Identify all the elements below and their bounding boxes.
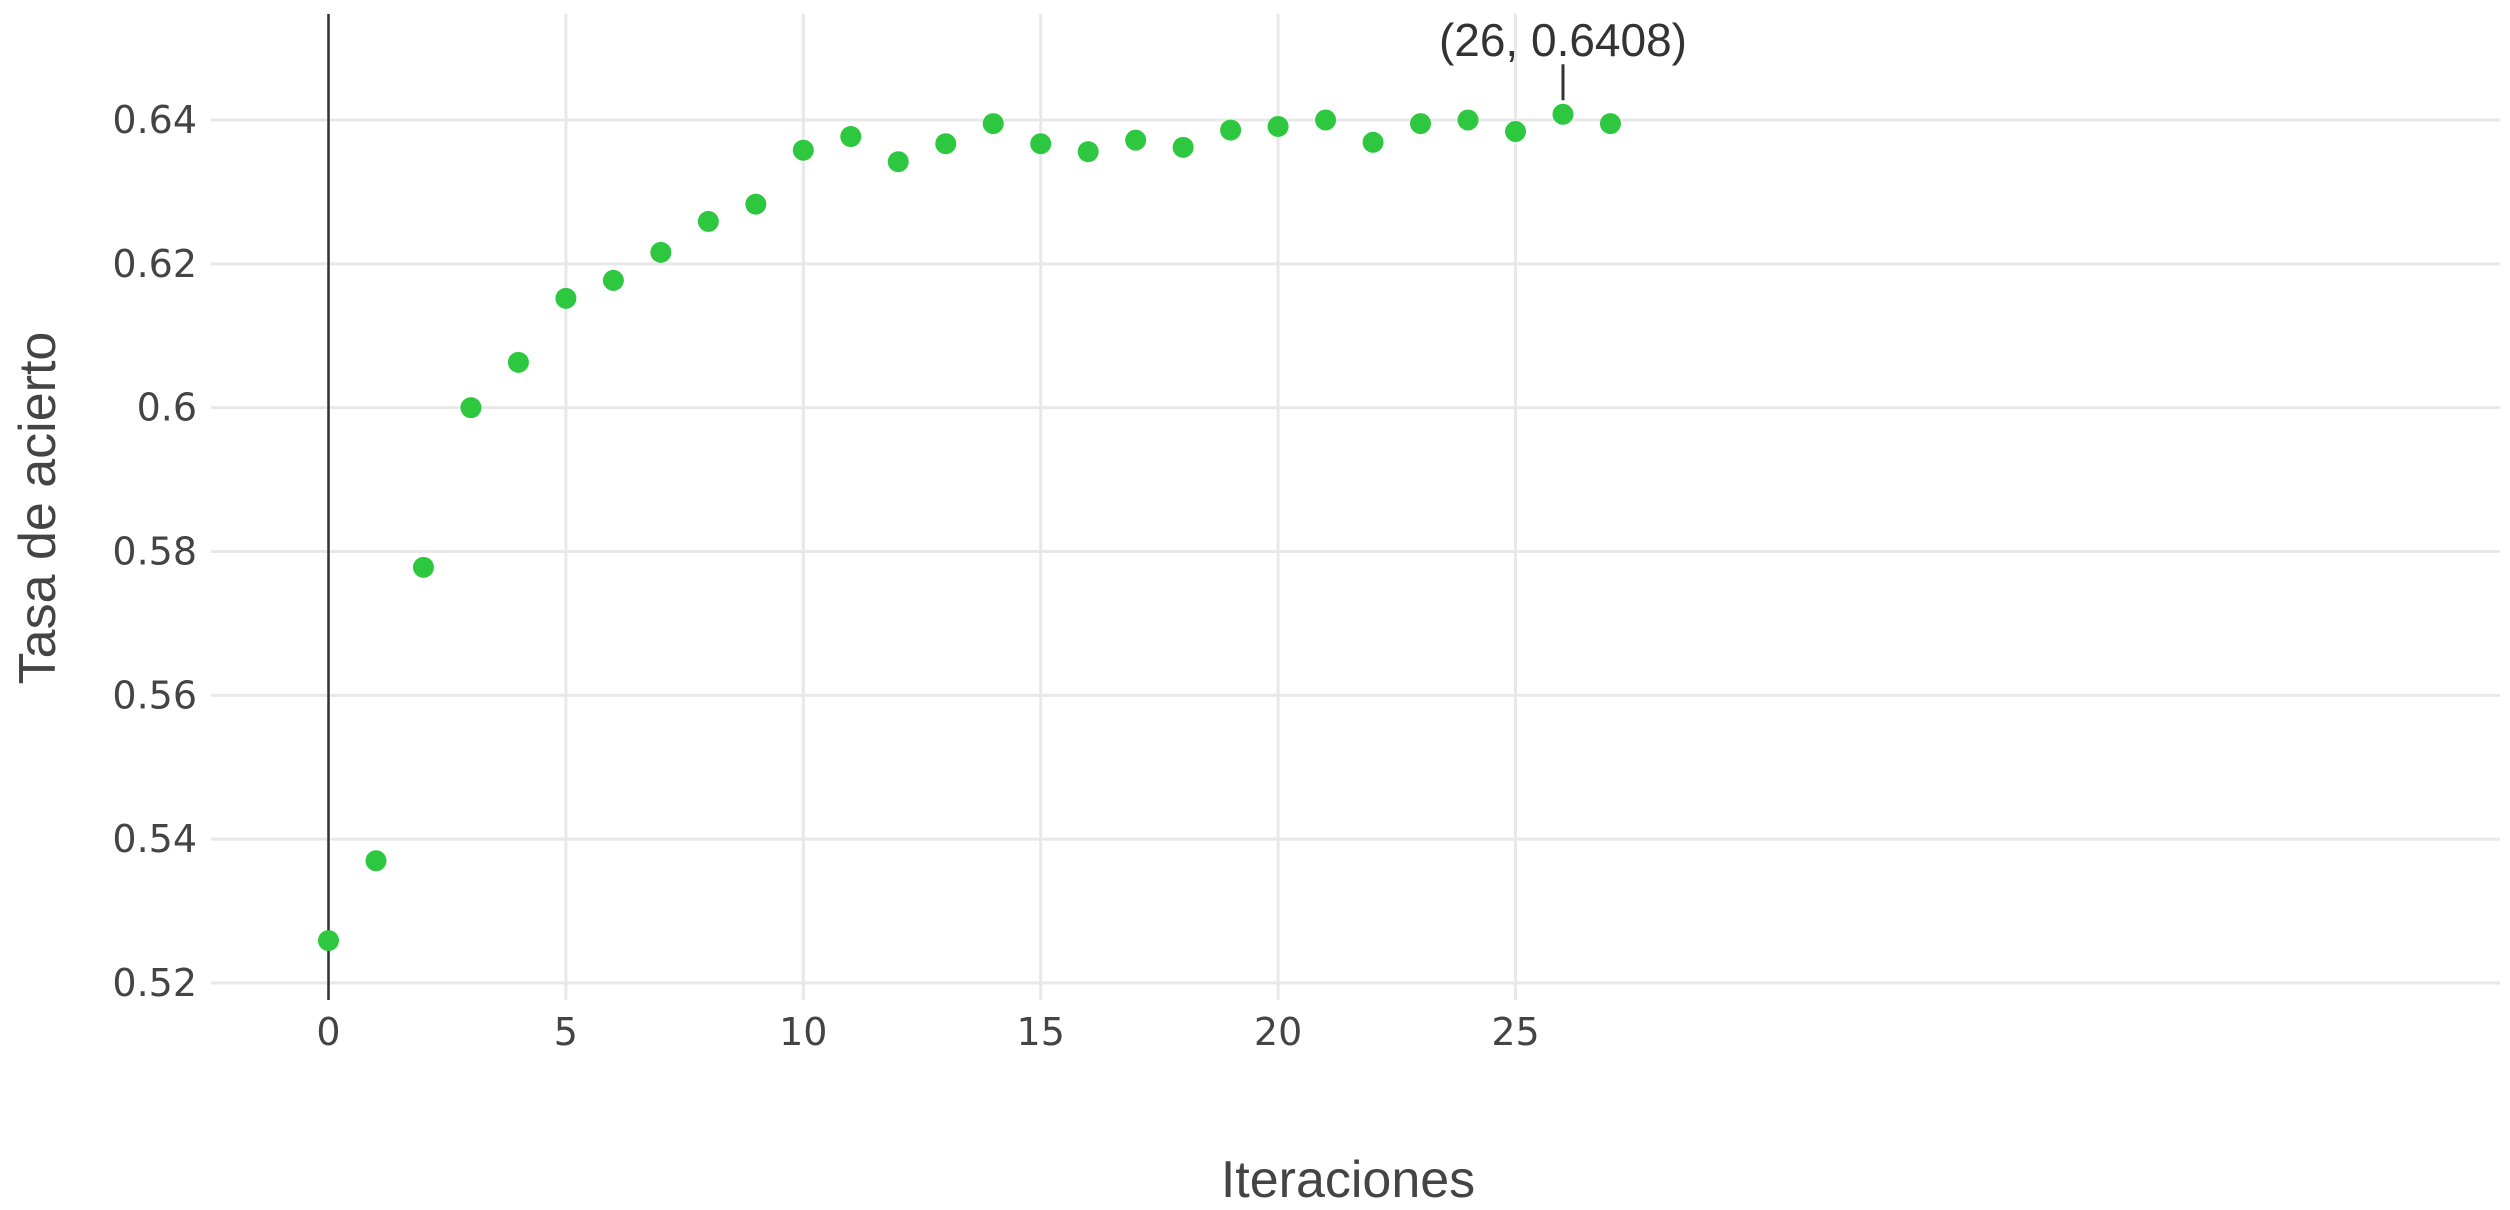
data-point bbox=[1457, 109, 1479, 131]
x-tick-label: 15 bbox=[1017, 1010, 1065, 1054]
data-point bbox=[1030, 133, 1052, 155]
x-tick-label: 20 bbox=[1254, 1010, 1302, 1054]
data-point bbox=[1077, 141, 1099, 163]
data-points bbox=[318, 103, 1621, 952]
data-point bbox=[602, 269, 624, 291]
x-axis-title: Iteraciones bbox=[1221, 1151, 1475, 1209]
y-tick-label: 0.62 bbox=[112, 242, 197, 286]
data-point bbox=[792, 139, 814, 161]
y-tick-label: 0.54 bbox=[112, 817, 197, 861]
data-point bbox=[1220, 119, 1242, 141]
x-tick-label: 0 bbox=[316, 1010, 340, 1054]
y-tick-labels: 0.52 0.54 0.56 0.58 0.6 0.62 0.64 bbox=[112, 98, 197, 1005]
x-tick-label: 10 bbox=[779, 1010, 827, 1054]
y-tick-label: 0.52 bbox=[112, 961, 197, 1005]
x-tick-labels: 0 5 10 15 20 25 bbox=[316, 1010, 1539, 1054]
data-point bbox=[555, 287, 577, 309]
y-tick-label: 0.56 bbox=[112, 673, 197, 717]
data-point bbox=[318, 930, 339, 952]
data-point bbox=[745, 193, 767, 215]
data-point bbox=[650, 241, 672, 263]
annotation: (26, 0.6408) bbox=[1439, 14, 1687, 101]
data-point bbox=[1552, 103, 1574, 125]
y-tick-label: 0.6 bbox=[137, 386, 197, 430]
y-axis-title: Tasa de acierto bbox=[9, 332, 67, 685]
data-point bbox=[697, 210, 719, 232]
annotation-label: (26, 0.6408) bbox=[1439, 14, 1687, 66]
x-tick-label: 5 bbox=[554, 1010, 578, 1054]
data-point bbox=[1505, 121, 1526, 143]
data-point bbox=[365, 850, 387, 872]
data-point bbox=[1125, 129, 1147, 151]
data-point bbox=[1315, 109, 1337, 131]
data-point bbox=[1599, 113, 1621, 135]
data-point bbox=[935, 133, 957, 155]
data-point bbox=[1172, 136, 1194, 158]
data-point bbox=[507, 351, 529, 373]
data-point bbox=[1362, 131, 1384, 153]
data-point bbox=[840, 126, 862, 148]
data-point bbox=[982, 113, 1004, 135]
data-point bbox=[460, 397, 482, 419]
y-tick-label: 0.64 bbox=[112, 98, 197, 142]
data-point bbox=[1410, 113, 1432, 135]
data-point bbox=[887, 151, 909, 173]
data-point bbox=[412, 556, 434, 578]
y-tick-label: 0.58 bbox=[112, 530, 197, 574]
x-tick-label: 25 bbox=[1491, 1010, 1539, 1054]
data-point bbox=[1267, 115, 1289, 137]
grid-lines bbox=[211, 14, 2500, 1000]
